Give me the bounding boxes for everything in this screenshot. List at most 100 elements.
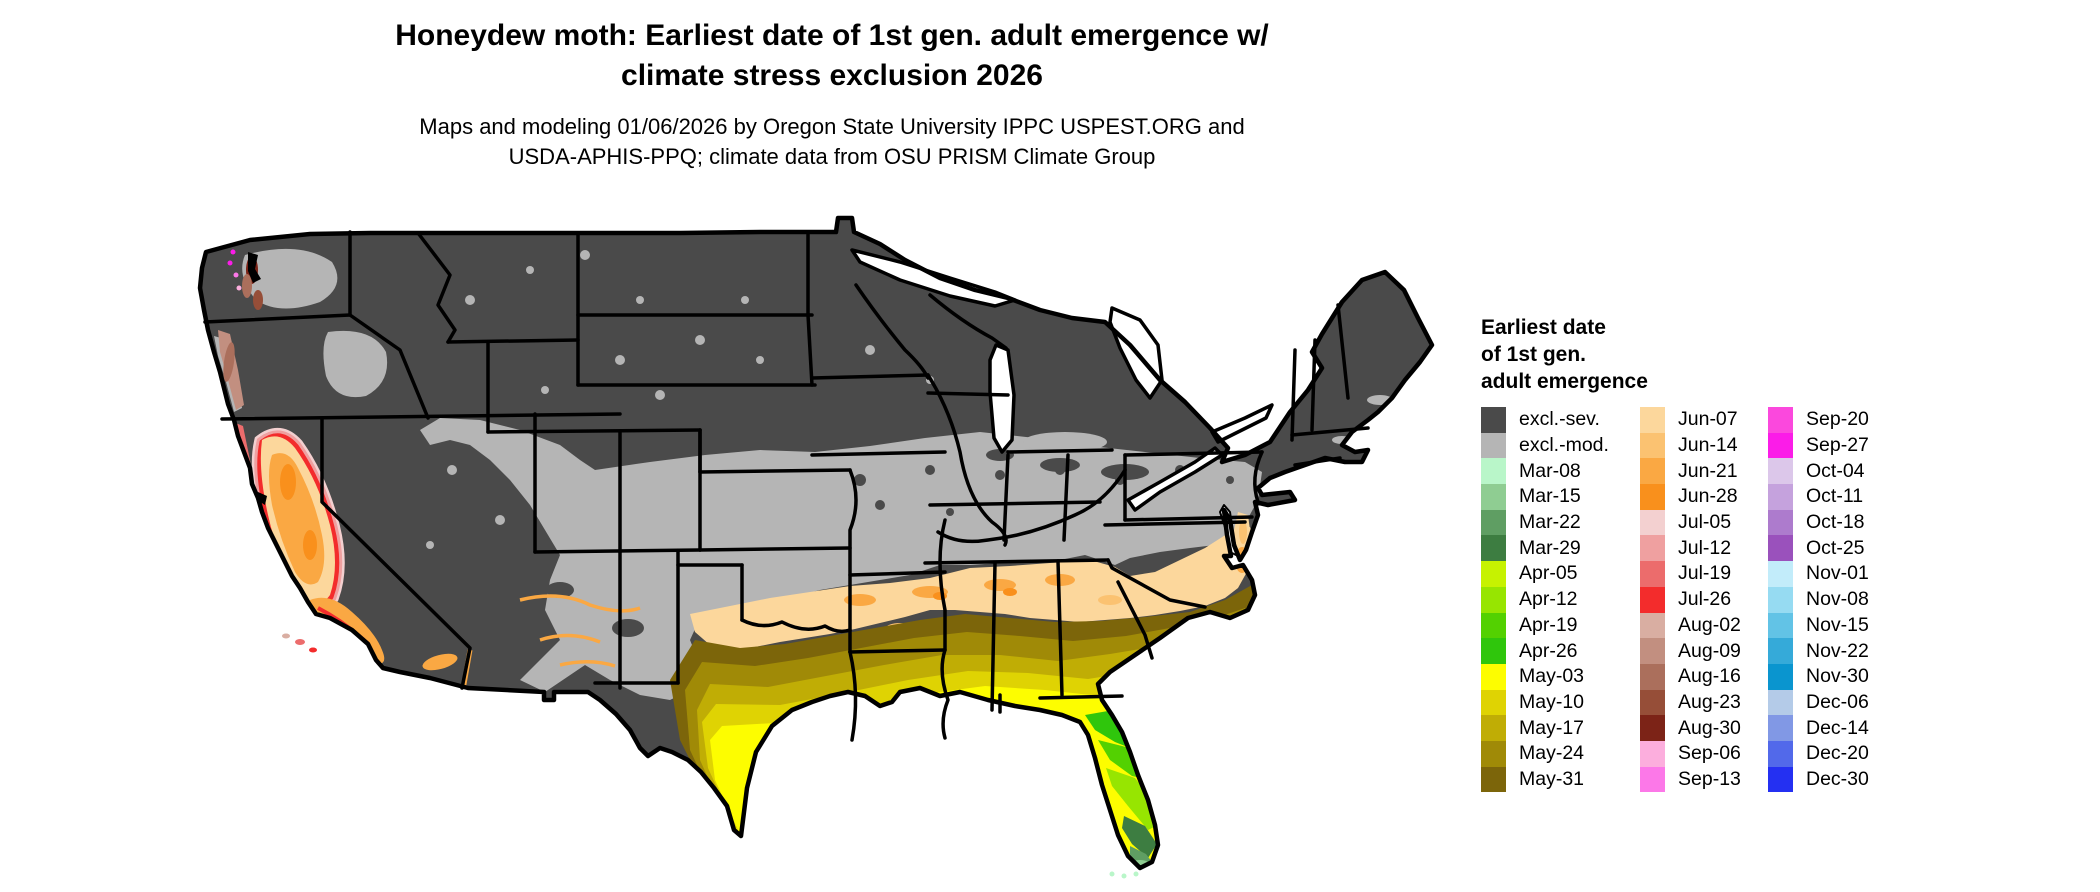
lake-michigan: [988, 343, 1016, 454]
legend-label: Dec-30: [1806, 767, 1869, 790]
legend-label: Aug-02: [1678, 613, 1741, 636]
legend-label: Mar-08: [1519, 459, 1581, 482]
legend-swatch: [1768, 561, 1793, 587]
legend-label: Nov-08: [1806, 588, 1869, 611]
legend-label: Oct-11: [1806, 485, 1864, 508]
legend-swatch: [1768, 458, 1793, 485]
legend-swatch: [1640, 766, 1665, 793]
legend-swatch: [1768, 663, 1793, 690]
legend-item: Dec-06: [1768, 689, 1892, 716]
legend-swatch: [1768, 432, 1793, 459]
legend-label: Dec-20: [1806, 742, 1869, 765]
legend-swatch: [1640, 740, 1665, 767]
lake-erie: [1126, 446, 1224, 512]
legend-swatch: [1768, 407, 1793, 433]
legend-item: Apr-05: [1481, 561, 1640, 587]
legend-label: Aug-16: [1678, 665, 1741, 688]
legend-item: Dec-14: [1768, 715, 1892, 741]
legend-label: Aug-09: [1678, 639, 1741, 662]
legend-item: Nov-15: [1768, 612, 1892, 639]
legend-swatch: [1640, 509, 1665, 536]
legend-item: May-10: [1481, 689, 1640, 716]
legend-swatch: [1768, 586, 1793, 613]
legend-swatch: [1640, 432, 1665, 459]
legend-label: Sep-27: [1806, 434, 1869, 457]
region-wa-aug16: [242, 274, 252, 298]
legend-swatch: [1640, 638, 1665, 664]
us-outline: [197, 215, 1435, 871]
credits-line-2: USDA-APHIS-PPQ; climate data from OSU PR…: [508, 144, 1156, 169]
legend-item: Jun-07: [1640, 407, 1768, 433]
legend-title-line-3: adult emergence: [1481, 370, 1648, 393]
florida-keys-1: [1109, 871, 1115, 877]
legend-label: Oct-25: [1806, 536, 1865, 559]
legend-label: Sep-13: [1678, 767, 1741, 790]
legend-swatch: [1481, 715, 1506, 741]
region-fl-mar29: [1122, 816, 1157, 858]
legend-item: Nov-01: [1768, 561, 1892, 587]
legend-label: Nov-30: [1806, 665, 1869, 688]
region-stx-apr26: [772, 803, 804, 842]
legend-swatch: [1768, 740, 1793, 767]
legend-item: Aug-16: [1640, 663, 1768, 690]
legend-label: Nov-01: [1806, 562, 1869, 585]
legend-item: Mar-22: [1481, 509, 1640, 536]
legend-item: Aug-30: [1640, 715, 1768, 741]
legend-item: excl.-mod.: [1481, 432, 1640, 459]
legend-swatch: [1640, 458, 1665, 485]
legend-item: Nov-08: [1768, 586, 1892, 613]
legend-label: Oct-18: [1806, 511, 1865, 534]
legend-item: Jul-19: [1640, 561, 1768, 587]
legend-item: Jul-05: [1640, 509, 1768, 536]
legend-swatch: [1768, 535, 1793, 562]
legend-label: Mar-29: [1519, 536, 1581, 559]
legend-swatch: [1768, 638, 1793, 664]
legend-label: Apr-19: [1519, 613, 1578, 636]
legend-label: Dec-14: [1806, 716, 1869, 739]
legend-label: Jul-19: [1678, 562, 1732, 585]
legend-label: Jun-21: [1678, 459, 1738, 482]
legend-swatch: [1481, 535, 1506, 562]
legend-item: Apr-19: [1481, 612, 1640, 639]
legend-label: Dec-06: [1806, 690, 1869, 713]
legend-item: Mar-08: [1481, 458, 1640, 485]
legend-item: Sep-27: [1768, 432, 1892, 459]
legend-swatch: [1768, 509, 1793, 536]
legend-column-3: Sep-20 Sep-27 Oct-04 Oct-11 Oct-18 Oct-25 Nov-…: [1768, 407, 1892, 793]
credits-line-1: Maps and modeling 01/06/2026 by Oregon S…: [419, 114, 1245, 139]
channel-island-1: [295, 639, 305, 645]
legend-item: excl.-sev.: [1481, 407, 1640, 433]
legend-item: Oct-11: [1768, 484, 1892, 510]
legend-item: Mar-15: [1481, 484, 1640, 510]
legend-swatch: [1640, 484, 1665, 510]
region-stx-gray: [751, 793, 765, 807]
legend-item: Jun-21: [1640, 458, 1768, 485]
region-june-band: [690, 527, 1256, 650]
channel-island-2: [309, 647, 317, 653]
legend-label: Apr-26: [1519, 639, 1578, 662]
region-ca-jun28: [280, 464, 296, 500]
legend-label: Nov-22: [1806, 639, 1869, 662]
region-fl-apr12: [1106, 768, 1160, 830]
legend-item: Oct-04: [1768, 458, 1892, 485]
legend-item: Dec-30: [1768, 766, 1892, 793]
channel-island-3: [282, 633, 290, 639]
legend-label: Jul-12: [1678, 536, 1732, 559]
legend-label: Mar-22: [1519, 511, 1581, 534]
region-wa-coast-specks: [227, 249, 242, 291]
legend-item: Jun-14: [1640, 432, 1768, 459]
legend-swatch: [1481, 432, 1506, 459]
title-line-2: climate stress exclusion 2026: [621, 59, 1043, 92]
gray-speckles: [426, 250, 934, 549]
legend-item: May-03: [1481, 663, 1640, 690]
legend-swatch: [1481, 740, 1506, 767]
legend-swatch: [1768, 612, 1793, 639]
legend-label: Sep-20: [1806, 408, 1869, 431]
region-gray-wa: [242, 248, 338, 309]
legend-item: Dec-20: [1768, 740, 1892, 767]
legend-swatch: [1481, 561, 1506, 587]
legend-swatch: [1640, 407, 1665, 433]
region-gray-mi: [1023, 432, 1107, 452]
